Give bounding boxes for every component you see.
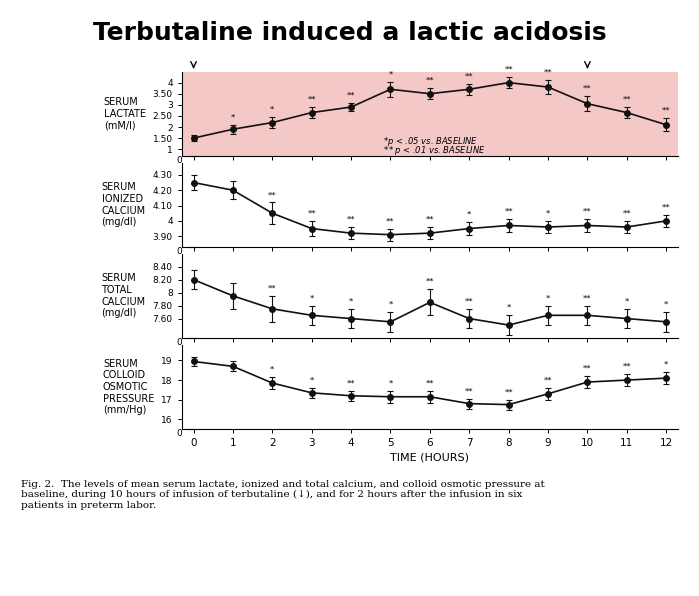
Text: **: **: [623, 95, 631, 104]
Y-axis label: SERUM
IONIZED
CALCIUM
(mg/dl): SERUM IONIZED CALCIUM (mg/dl): [101, 182, 145, 227]
Text: *: *: [664, 301, 668, 309]
Text: **: **: [308, 95, 316, 104]
Text: **: **: [465, 297, 473, 306]
Text: *: *: [625, 297, 629, 306]
Text: *: *: [310, 294, 314, 302]
X-axis label: TIME (HOURS): TIME (HOURS): [390, 452, 470, 462]
Text: *: *: [349, 297, 353, 306]
Text: 0: 0: [176, 156, 182, 165]
Text: *: *: [271, 366, 275, 374]
Text: **: **: [583, 294, 591, 302]
Text: *: *: [389, 380, 393, 387]
Text: *: *: [271, 105, 275, 114]
Text: **: **: [465, 387, 473, 395]
Text: *: *: [310, 377, 314, 384]
Text: **: **: [268, 284, 277, 293]
Y-axis label: SERUM
LACTATE
(mM/l): SERUM LACTATE (mM/l): [103, 97, 145, 131]
Text: **: **: [387, 217, 395, 225]
Text: *: *: [507, 304, 511, 312]
Text: *: *: [467, 211, 471, 219]
Text: **: **: [583, 208, 591, 216]
Text: $*$p < .05 vs. BASELINE: $*$p < .05 vs. BASELINE: [382, 135, 478, 148]
Y-axis label: SERUM
COLLOID
OSMOTIC
PRESSURE
(mm/Hg): SERUM COLLOID OSMOTIC PRESSURE (mm/Hg): [103, 359, 154, 415]
Text: **: **: [505, 66, 513, 74]
Text: **: **: [623, 210, 631, 218]
Text: **: **: [268, 191, 277, 199]
Text: **: **: [662, 107, 670, 115]
Text: **: **: [505, 389, 513, 396]
Text: **: **: [347, 380, 355, 387]
Text: **: **: [308, 210, 316, 218]
Text: **: **: [662, 203, 670, 212]
Text: **: **: [347, 91, 355, 99]
Text: *: *: [389, 70, 393, 78]
Y-axis label: SERUM
TOTAL
CALCIUM
(mg/dl): SERUM TOTAL CALCIUM (mg/dl): [101, 274, 145, 318]
Text: **: **: [347, 216, 355, 224]
Text: *: *: [546, 294, 550, 302]
Text: **: **: [426, 77, 434, 85]
Text: **: **: [465, 72, 473, 80]
Text: Terbutaline induced a lactic acidosis: Terbutaline induced a lactic acidosis: [93, 21, 606, 45]
Text: 0: 0: [176, 247, 182, 256]
Text: *: *: [389, 301, 393, 309]
Text: **: **: [426, 216, 434, 224]
Text: **: **: [583, 85, 591, 92]
Text: **: **: [426, 380, 434, 387]
Text: **: **: [544, 69, 552, 77]
Text: 0: 0: [176, 338, 182, 347]
Text: **: **: [544, 377, 552, 384]
Text: $**$p < .01 vs. BASELINE: $**$p < .01 vs. BASELINE: [382, 144, 485, 157]
Text: **: **: [583, 365, 591, 372]
Text: **: **: [623, 363, 631, 371]
Text: *: *: [546, 210, 550, 218]
Text: 0: 0: [176, 429, 182, 438]
Text: Fig. 2.  The levels of mean serum lactate, ionized and total calcium, and colloi: Fig. 2. The levels of mean serum lactate…: [21, 480, 545, 510]
Text: *: *: [664, 361, 668, 369]
Text: **: **: [426, 278, 434, 286]
Text: **: **: [505, 208, 513, 216]
Text: *: *: [231, 113, 235, 122]
